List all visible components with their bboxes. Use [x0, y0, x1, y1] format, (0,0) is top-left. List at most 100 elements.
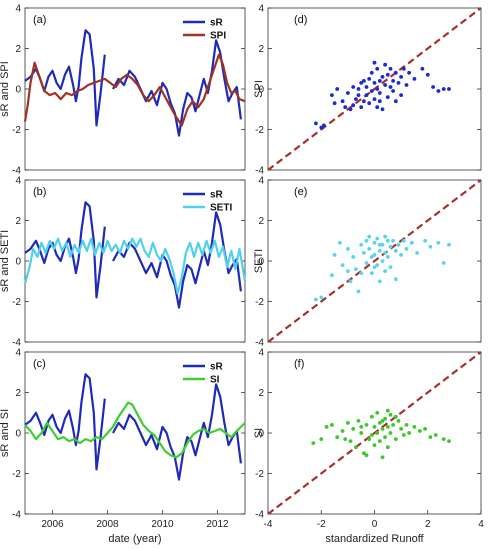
- scatter-point: [351, 255, 356, 259]
- scatter-point: [401, 66, 406, 71]
- scatter-point: [335, 435, 340, 439]
- x-axis-label: date (year): [108, 533, 161, 545]
- scatter-point: [385, 95, 390, 99]
- scatter-point: [380, 419, 385, 423]
- legend-label-SI: SI: [210, 375, 220, 386]
- panels: -4 -2 0 2 4 sR and SPI (a) sR SPI -4 -2 0 2 4 sR and S…: [0, 4, 484, 546]
- scatter-point: [332, 101, 337, 106]
- scatter-point: [383, 269, 387, 273]
- scatter-point: [375, 66, 380, 71]
- scatter-point: [377, 99, 382, 104]
- panel-c: -4 -2 0 2 4 2006 2008 2010 2012 sR and SI date (ye…: [0, 348, 246, 545]
- scatter-point: [399, 75, 403, 79]
- scatter-point: [362, 451, 366, 456]
- scatter-point: [380, 107, 385, 112]
- scatter-point: [412, 425, 417, 429]
- scatter-point: [367, 234, 372, 239]
- x-axis-label: standardized Runoff: [325, 533, 424, 545]
- y-tick-label: 4: [15, 4, 21, 15]
- y-tick-label: 0: [258, 85, 264, 96]
- scatter-point: [343, 105, 348, 110]
- scatter-point: [428, 244, 433, 249]
- scatter-point: [362, 79, 366, 83]
- y-tick-label: 2: [15, 44, 21, 55]
- scatter-point: [412, 77, 417, 81]
- y-axis-label: SETI: [253, 249, 265, 273]
- scatter-point: [340, 429, 345, 433]
- scatter-point: [348, 107, 353, 112]
- scatter-point: [369, 433, 374, 437]
- scatter-point: [385, 72, 390, 77]
- y-tick-label: -2: [12, 297, 21, 308]
- x-tick-label: 0: [372, 519, 378, 530]
- scatter-point: [393, 277, 398, 282]
- x-tick-label: 2008: [96, 519, 119, 530]
- y-axis-label: sR and SPI: [0, 61, 11, 117]
- scatter-point: [388, 412, 393, 417]
- y-tick-label: -4: [255, 166, 264, 177]
- series-line-SETI: [23, 237, 247, 295]
- scatter-point: [362, 251, 366, 255]
- y-tick-label: -2: [255, 125, 264, 136]
- y-tick-label: -2: [255, 297, 264, 308]
- scatter-point: [396, 81, 401, 85]
- scatter-point: [372, 443, 377, 447]
- x-tick-label: -2: [317, 519, 326, 530]
- scatter-point: [380, 242, 385, 247]
- scatter-point: [372, 97, 377, 101]
- y-tick-label: 2: [258, 216, 264, 227]
- scatter-point: [369, 89, 374, 93]
- y-tick-label: -4: [255, 510, 264, 521]
- scatter-point: [356, 289, 361, 294]
- legend-label-SETI: SETI: [210, 203, 232, 214]
- scatter-point: [314, 297, 318, 302]
- scatter-point: [396, 242, 401, 247]
- panel-e: -4 -2 0 2 4 SETI (e): [253, 176, 482, 349]
- scatter-point: [351, 85, 356, 89]
- y-axis-label: sR and SETI: [0, 230, 11, 292]
- legend-label-SPI: SPI: [210, 31, 226, 42]
- scatter-point: [377, 249, 382, 253]
- scatter-point: [359, 425, 364, 429]
- scatter-point: [364, 238, 369, 243]
- y-tick-label: -2: [255, 469, 264, 480]
- x-tick-label: 2012: [206, 519, 229, 530]
- scatter-point: [314, 121, 318, 126]
- series-line-sR: [24, 29, 106, 127]
- y-axis-label: sR and SI: [0, 409, 11, 457]
- scatter-point: [367, 437, 372, 441]
- scatter-point: [324, 425, 329, 429]
- scatter-point: [367, 247, 372, 251]
- panel-f: -4 -2 0 2 4 -4 -2 0 2 4 SI standardized Runoff (f): [253, 348, 484, 546]
- scatter-point: [354, 97, 358, 101]
- scatter-point: [391, 79, 395, 83]
- scatter-point: [372, 81, 377, 85]
- panel-label: (b): [33, 186, 46, 198]
- scatter-point: [356, 419, 361, 423]
- scatter-point: [423, 427, 427, 431]
- scatter-point: [338, 240, 342, 245]
- panel-label: (e): [294, 186, 307, 198]
- scatter-point: [441, 87, 446, 91]
- y-tick-label: 2: [258, 388, 264, 399]
- scatter-point: [377, 279, 382, 284]
- scatter-point: [343, 437, 348, 441]
- scatter-point: [380, 427, 385, 431]
- scatter-point: [391, 89, 395, 93]
- scatter-point: [447, 87, 451, 91]
- y-tick-label: 4: [258, 4, 264, 15]
- legend-label-sR: sR: [210, 190, 224, 201]
- scatter-point: [407, 70, 411, 75]
- scatter-point: [335, 87, 340, 91]
- scatter-point: [377, 79, 382, 83]
- scatter-point: [383, 62, 387, 67]
- scatter-point: [359, 431, 364, 435]
- scatter-point: [372, 265, 377, 269]
- x-tick-label: -4: [264, 519, 273, 530]
- scatter-point: [383, 234, 387, 239]
- panel-d: -4 -2 0 2 4 SPI (d): [253, 4, 482, 177]
- scatter-point: [364, 261, 369, 265]
- scatter-point: [393, 437, 398, 441]
- scatter-point: [319, 295, 324, 300]
